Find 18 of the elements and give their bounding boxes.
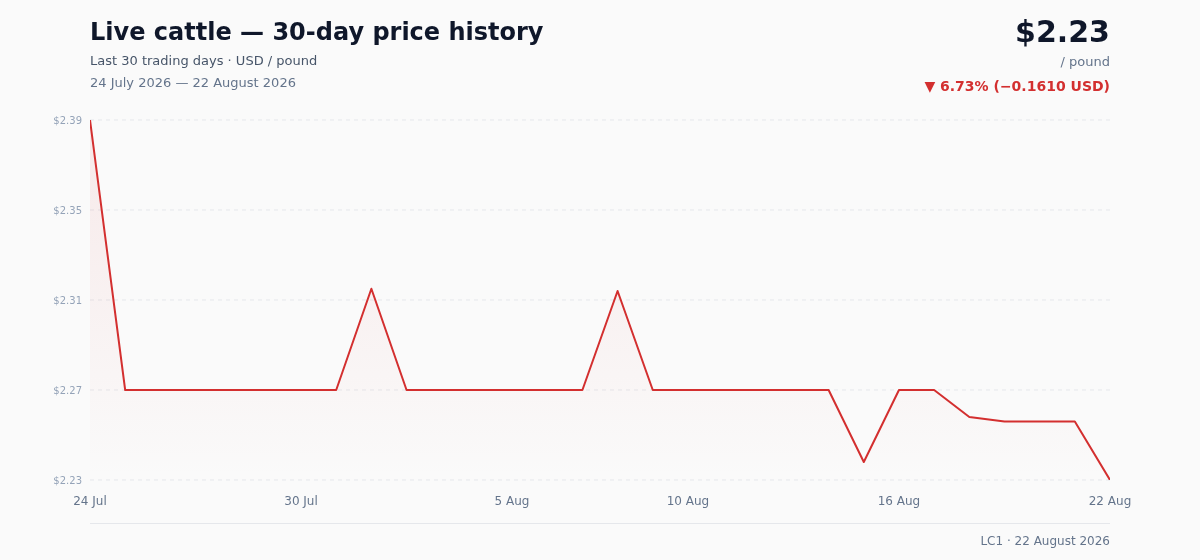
x-tick-label: 10 Aug	[666, 493, 710, 508]
x-tick-label: 5 Aug	[494, 493, 530, 508]
x-tick-label: 24 Jul	[73, 493, 107, 508]
chart-title: Live cattle — 30-day price history	[90, 18, 544, 46]
chart-subtitle: Last 30 trading days · USD / pound	[90, 53, 318, 68]
text: / pound	[1060, 54, 1110, 69]
x-tick-label: 16 Aug	[877, 493, 921, 508]
y-tick-label: $2.27	[53, 384, 82, 396]
y-tick-label: $2.35	[53, 204, 82, 216]
x-tick-label: 30 Jul	[284, 493, 318, 508]
text: $2.23	[1015, 14, 1110, 49]
text: ▼ 6.73% (−0.1610 USD)	[924, 78, 1110, 94]
text: LC1 · 22 August 2026	[980, 534, 1110, 548]
y-tick-label: $2.31	[53, 294, 82, 306]
y-tick-label: $2.23	[53, 474, 82, 486]
y-tick-label: $2.39	[53, 114, 82, 126]
text: 24 July 2026 — 22 August 2026	[90, 75, 296, 90]
x-tick-label: 22 Aug	[1088, 493, 1132, 508]
